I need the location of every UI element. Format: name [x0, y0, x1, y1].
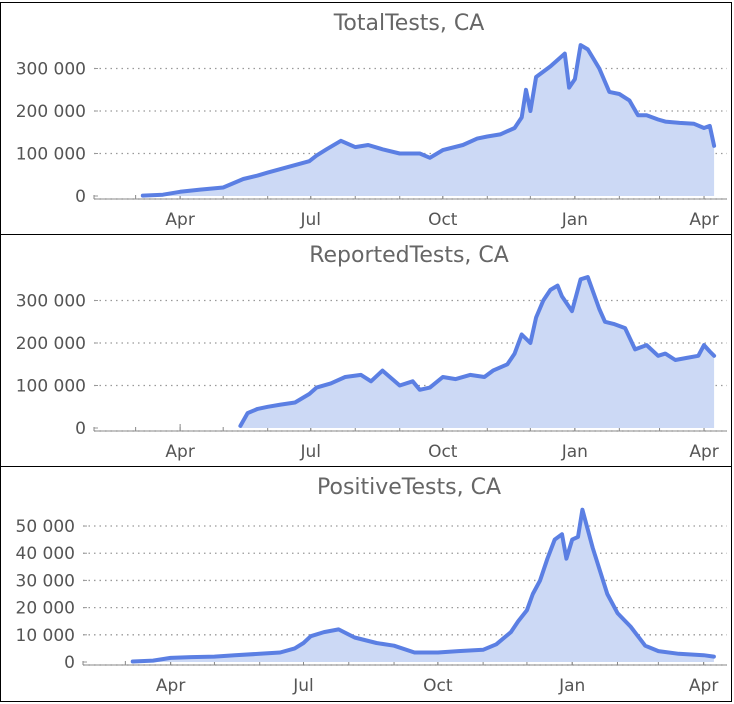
y-tick-label: 200 000: [16, 102, 86, 122]
chart-positive-tests: PositiveTests, CA 0 10 000 20 000 30 000 40 0…: [16, 475, 727, 696]
y-tick-label: 20 000: [16, 599, 75, 619]
x-tick-label: Apr: [156, 676, 185, 696]
chart-panel-positive-tests: PositiveTests, CA 0 10 000 20 000 30 000 40 0…: [0, 466, 732, 702]
series-line: [130, 507, 716, 664]
chart-panel-reported-tests: ReportedTests, CA 0 100 000 200 000 300 000 A…: [0, 234, 732, 467]
x-tick-label: Oct: [428, 210, 458, 230]
series-area: [142, 45, 715, 196]
x-tick-label: Jan: [561, 442, 588, 462]
series-area: [132, 509, 714, 662]
x-tick-label: Jul: [299, 210, 321, 230]
y-tick-label: 300 000: [16, 292, 86, 312]
x-tick-label: Apr: [689, 676, 718, 696]
series-area: [240, 277, 715, 428]
y-tick-label: 100 000: [16, 145, 86, 165]
y-tick-label: 10 000: [16, 626, 75, 646]
chart-panel-total-tests: TotalTests, CA 0 100 000 200 000 300 000 Apr J…: [0, 2, 732, 236]
y-tick-label: 200 000: [16, 334, 86, 354]
chart-title: ReportedTests, CA: [309, 243, 509, 268]
x-tick-label: Oct: [423, 676, 453, 696]
y-tick-label: 300 000: [16, 60, 86, 80]
x-tick-label: Jul: [299, 442, 321, 462]
chart-title: PositiveTests, CA: [317, 475, 501, 500]
x-tick-label: Jan: [561, 210, 588, 230]
x-tick-label: Apr: [165, 442, 194, 462]
x-tick-label: Apr: [165, 210, 194, 230]
x-tick-label: Jul: [292, 676, 314, 696]
y-tick-label: 0: [64, 653, 75, 673]
chart-reported-tests: ReportedTests, CA 0 100 000 200 000 300 000 A…: [16, 243, 727, 462]
x-tick-label: Apr: [689, 210, 718, 230]
chart-title: TotalTests, CA: [333, 11, 485, 36]
y-tick-label: 30 000: [16, 571, 75, 591]
series-line: [140, 43, 717, 198]
y-tick-label: 40 000: [16, 544, 75, 564]
x-tick-label: Oct: [428, 442, 458, 462]
y-tick-label: 50 000: [16, 517, 75, 537]
y-tick-label: 100 000: [16, 377, 86, 397]
x-tick-label: Apr: [689, 442, 718, 462]
series-line: [238, 275, 717, 428]
x-tick-label: Jan: [558, 676, 585, 696]
chart-total-tests: TotalTests, CA 0 100 000 200 000 300 000 Apr J…: [16, 11, 727, 230]
y-tick-label: 0: [75, 187, 86, 207]
y-tick-label: 0: [75, 419, 86, 439]
